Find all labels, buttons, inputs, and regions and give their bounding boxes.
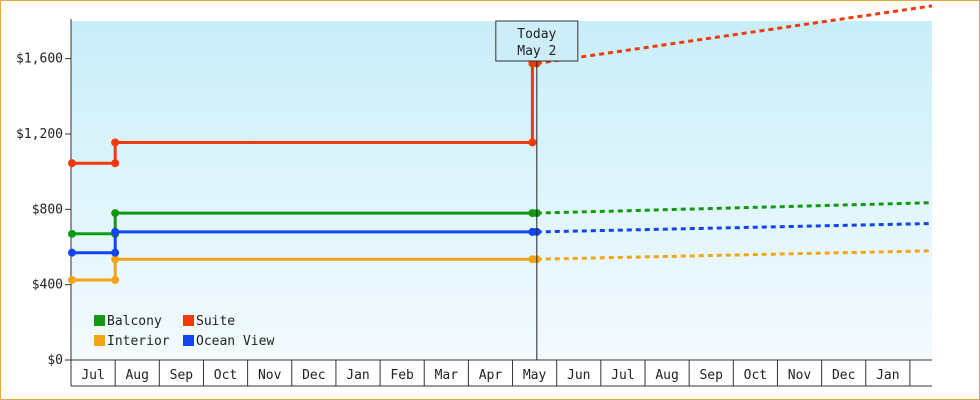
- x-tick-label: May: [523, 368, 547, 383]
- x-tick-label: Nov: [258, 368, 282, 383]
- y-tick-label: $800: [32, 202, 63, 217]
- data-point: [68, 275, 76, 284]
- x-tick-label: Aug: [655, 368, 678, 383]
- y-tick-label: $0: [47, 353, 63, 368]
- series-ocean-view: [68, 222, 933, 257]
- x-tick-label: Jun: [567, 368, 590, 383]
- today-box: [495, 20, 579, 62]
- legend-label-suite: Suite: [196, 314, 235, 329]
- data-point: [68, 229, 76, 238]
- series-balcony: [68, 201, 933, 238]
- y-axis: $0 $400 $800 $1,200 $1,600: [16, 19, 72, 386]
- x-tick-label: Dec: [302, 368, 325, 383]
- x-tick-label: Nov: [788, 368, 812, 383]
- legend-label-interior: Interior: [107, 334, 170, 349]
- x-tick-label: Sep: [170, 368, 194, 383]
- today-marker: Today May 2: [495, 20, 579, 360]
- today-date: May 2: [517, 44, 556, 59]
- x-tick-label: Jul: [81, 368, 104, 383]
- data-point: [111, 227, 120, 236]
- y-tick-label: $1,200: [16, 127, 63, 142]
- data-point: [111, 248, 120, 257]
- legend-swatch-suite: [183, 315, 194, 326]
- legend-label-balcony: Balcony: [107, 314, 162, 329]
- x-tick-label: Jan: [876, 368, 899, 383]
- x-tick-label: Feb: [390, 368, 414, 383]
- x-tick-label: Oct: [744, 368, 767, 383]
- data-point: [111, 138, 120, 147]
- x-tick-label: Dec: [832, 368, 855, 383]
- y-tick-label: $400: [32, 278, 63, 293]
- series-forecast-suite: [536, 4, 933, 65]
- legend-label-ocean-view: Ocean View: [196, 334, 274, 349]
- data-point: [111, 159, 120, 168]
- legend-swatch-interior: [94, 335, 105, 346]
- legend: Balcony Suite Interior Ocean View: [94, 314, 274, 349]
- y-tick-label: $1,600: [16, 52, 63, 67]
- legend-swatch-ocean-view: [183, 335, 194, 346]
- data-point: [528, 138, 537, 147]
- data-point: [68, 248, 76, 257]
- series-layer: [68, 4, 933, 284]
- x-tick-label: Jan: [346, 368, 369, 383]
- plot-area: [71, 21, 932, 360]
- x-tick-label: Aug: [125, 368, 148, 383]
- series-forecast-balcony: [536, 201, 933, 215]
- data-point: [111, 275, 120, 284]
- x-tick-label: Sep: [699, 368, 723, 383]
- series-forecast-ocean-view: [536, 222, 933, 234]
- x-axis-cells: Jul Aug Sep Oct Nov Dec Jan Feb Mar Apr May Jun Jul A…: [70, 359, 932, 387]
- legend-swatch-balcony: [94, 315, 105, 326]
- today-label: Today: [517, 27, 556, 42]
- series-forecast-interior: [536, 249, 933, 261]
- data-point: [68, 159, 76, 168]
- data-point: [111, 255, 120, 264]
- data-point: [111, 209, 120, 218]
- x-tick-label: Mar: [435, 368, 459, 383]
- x-tick-label: Apr: [479, 368, 503, 383]
- x-tick-label: Oct: [214, 368, 237, 383]
- x-tick-label: Jul: [611, 368, 634, 383]
